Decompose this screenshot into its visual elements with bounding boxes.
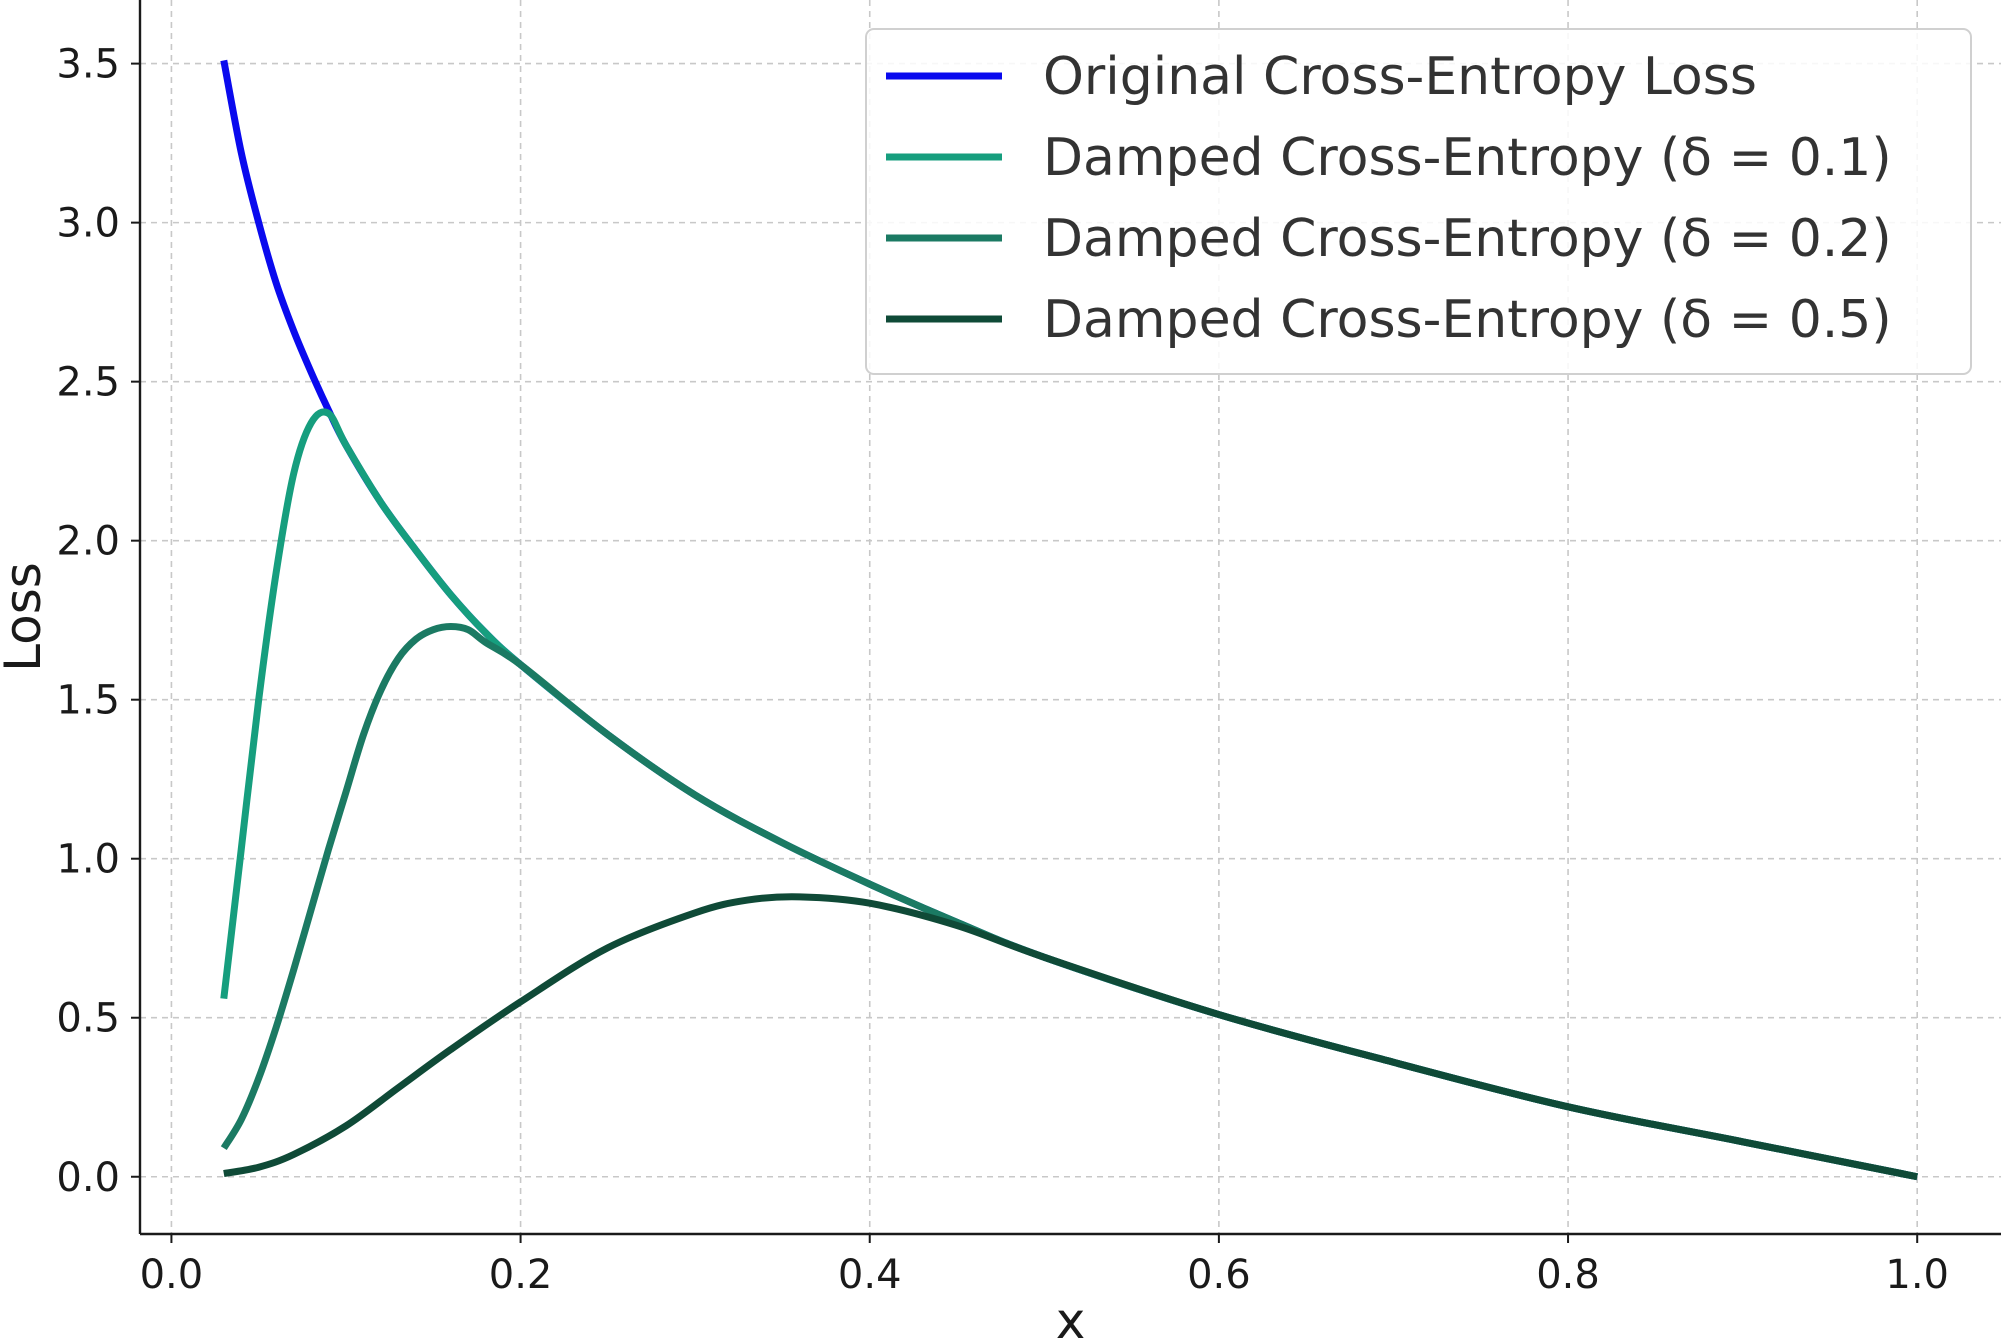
x-tick-label: 0.0 xyxy=(140,1252,204,1298)
series xyxy=(220,59,1918,1181)
x-tick-label: 0.4 xyxy=(838,1252,902,1298)
tick-labels: 0.0 0.2 0.4 0.6 0.8 1.0 0.0 0.5 1.0 1.5 2.0 2.5 3.0 3… xyxy=(56,42,1949,1298)
x-tick-label: 0.6 xyxy=(1187,1252,1251,1298)
x-axis-label: x xyxy=(1056,1292,1086,1340)
legend-label-2: Damped Cross-Entropy (δ = 0.1) xyxy=(1043,128,1892,188)
y-tick-label: 1.0 xyxy=(56,837,120,883)
y-tick-label: 1.5 xyxy=(56,678,120,724)
y-tick-label: 2.0 xyxy=(56,519,120,565)
x-tick-label: 1.0 xyxy=(1885,1252,1949,1298)
y-tick-label: 3.5 xyxy=(56,42,120,88)
legend: Original Cross-Entropy Loss Damped Cross-… xyxy=(865,28,1972,375)
series-line-4 xyxy=(223,893,1918,1181)
series-line-3 xyxy=(220,623,1918,1181)
legend-label-3: Damped Cross-Entropy (δ = 0.2) xyxy=(1043,209,1892,269)
grid xyxy=(140,0,2001,1234)
y-tick-label: 0.5 xyxy=(56,996,120,1042)
y-tick-label: 0.0 xyxy=(56,1155,120,1201)
x-tick-label: 0.8 xyxy=(1536,1252,1600,1298)
y-axis-label: Loss xyxy=(0,562,52,672)
legend-label-4: Damped Cross-Entropy (δ = 0.5) xyxy=(1043,290,1892,350)
y-tick-label: 2.5 xyxy=(56,360,120,406)
series-line-2 xyxy=(220,408,1918,1181)
axes xyxy=(138,0,2001,1236)
legend-label-1: Original Cross-Entropy Loss xyxy=(1043,47,1757,107)
x-tick-label: 0.2 xyxy=(489,1252,553,1298)
legend-box xyxy=(865,28,1972,375)
y-tick-label: 3.0 xyxy=(56,201,120,247)
